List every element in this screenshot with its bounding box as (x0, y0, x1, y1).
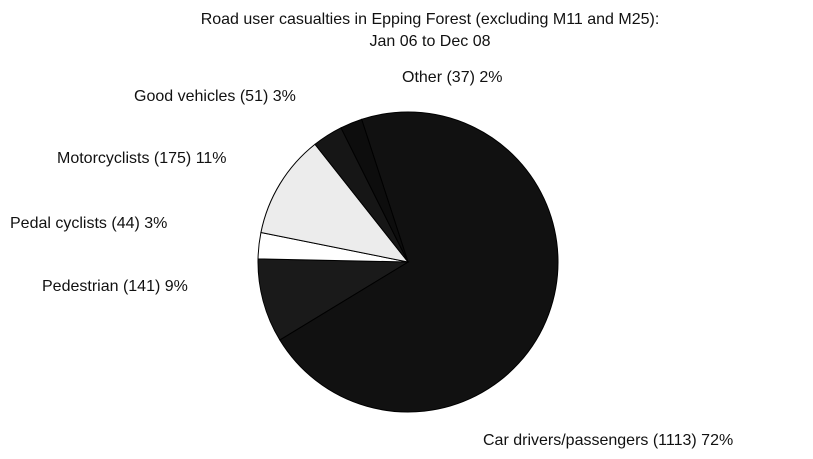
pie-slice (257, 258, 410, 341)
pie-slice (340, 118, 409, 263)
slice-label: Pedestrian (141) 9% (42, 278, 188, 295)
pie-slice (260, 143, 410, 263)
slice-label: Motorcyclists (175) 11% (57, 150, 227, 167)
chart-subtitle: Jan 06 to Dec 08 (370, 33, 491, 50)
chart-title: Road user casualties in Epping Forest (e… (201, 11, 660, 28)
slice-label: Car drivers/passengers (1113) 72% (483, 432, 733, 449)
slice-label: Pedal cyclists (44) 3% (10, 215, 167, 232)
slice-label: Other (37) 2% (402, 69, 502, 86)
pie-slice (279, 111, 559, 413)
slice-label: Good vehicles (51) 3% (134, 88, 296, 105)
